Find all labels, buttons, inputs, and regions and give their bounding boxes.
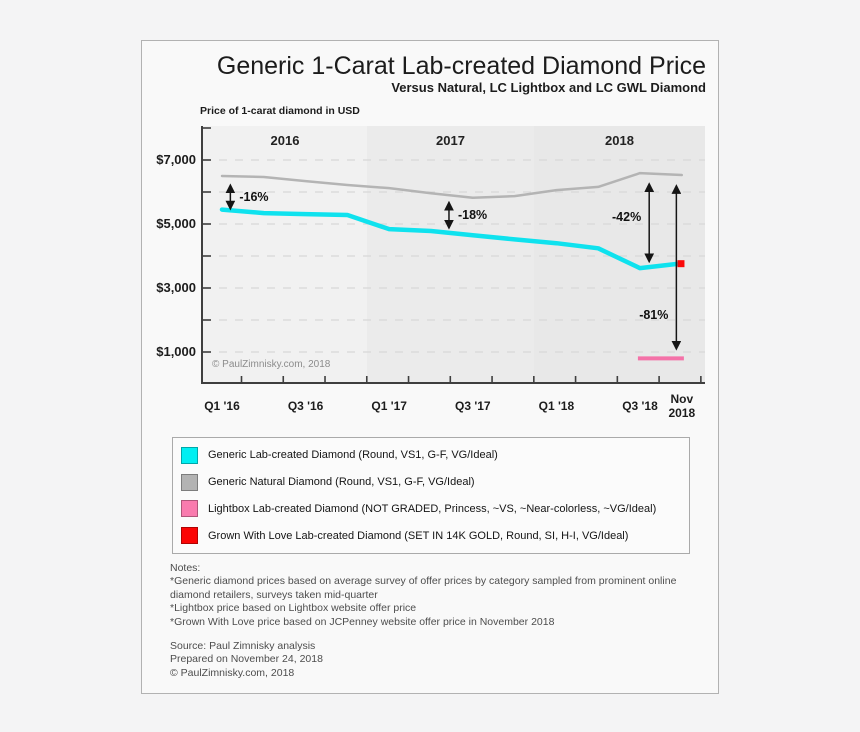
legend-swatch (181, 446, 198, 464)
y-label-7000: $7,000 (156, 152, 196, 167)
legend-label: Grown With Love Lab-created Diamond (SET… (208, 529, 629, 542)
legend-item: Generic Natural Diamond (Round, VS1, G-F… (173, 473, 689, 491)
legend-item: Lightbox Lab-created Diamond (NOT GRADED… (173, 500, 689, 518)
y-label-3000: $3,000 (156, 280, 196, 295)
note-line-2: *Lightbox price based on Lightbox websit… (170, 602, 417, 615)
x-label-Q1 '17: Q1 '17 (371, 399, 407, 413)
annotation--81%: -81% (639, 307, 669, 322)
chart-subtitle: Versus Natural, LC Lightbox and LC GWL D… (391, 80, 706, 95)
note-line-1: *Generic diamond prices based on average… (170, 575, 677, 601)
source-line-3: © PaulZimnisky.com, 2018 (170, 666, 295, 679)
x-label-Q1 '16: Q1 '16 (204, 399, 240, 413)
annotation--16%: -16% (239, 189, 269, 204)
legend-swatch (181, 500, 198, 518)
year-label-2018: 2018 (605, 133, 634, 148)
x-label-Q3 '17: Q3 '17 (455, 399, 491, 413)
legend-label: Generic Natural Diamond (Round, VS1, G-F… (208, 476, 475, 489)
y-label-5000: $5,000 (156, 216, 196, 231)
x-label-Q3 '18: Q3 '18 (622, 399, 658, 413)
legend-item: Generic Lab-created Diamond (Round, VS1,… (173, 446, 689, 464)
y-label-1000: $1,000 (156, 344, 196, 359)
year-label-2017: 2017 (436, 133, 465, 148)
notes-heading: Notes: (170, 562, 201, 574)
legend-box: Generic Lab-created Diamond (Round, VS1,… (172, 437, 690, 554)
note-line-3: *Grown With Love price based on JCPenney… (170, 615, 555, 628)
source-line-1: Source: Paul Zimnisky analysis (170, 640, 316, 652)
annotation--18%: -18% (457, 208, 488, 223)
legend-label: Generic Lab-created Diamond (Round, VS1,… (208, 449, 498, 462)
legend-swatch (181, 473, 198, 491)
legend-item: Grown With Love Lab-created Diamond (SET… (173, 527, 689, 545)
notes-block: Notes: *Generic diamond prices based on … (170, 562, 718, 629)
x-label-Q1 '18: Q1 '18 (538, 399, 575, 413)
annotation--42%: -42% (612, 209, 642, 224)
x-label-Nov: Nov 2018 (668, 392, 696, 420)
year-label-2016: 2016 (270, 133, 300, 148)
legend-swatch (181, 527, 198, 545)
y-axis-title: Price of 1-carat diamond in USD (200, 105, 360, 117)
watermark: © PaulZimnisky.com, 2018 (212, 359, 331, 370)
source-line-2: Prepared on November 24, 2018 (170, 653, 323, 666)
x-label-Q3 '16: Q3 '16 (287, 399, 324, 413)
legend-label: Lightbox Lab-created Diamond (NOT GRADED… (208, 502, 657, 515)
chart-title: Generic 1-Carat Lab-created Diamond Pric… (216, 52, 706, 80)
source-block: Source: Paul Zimnisky analysis Prepared o… (170, 640, 323, 680)
